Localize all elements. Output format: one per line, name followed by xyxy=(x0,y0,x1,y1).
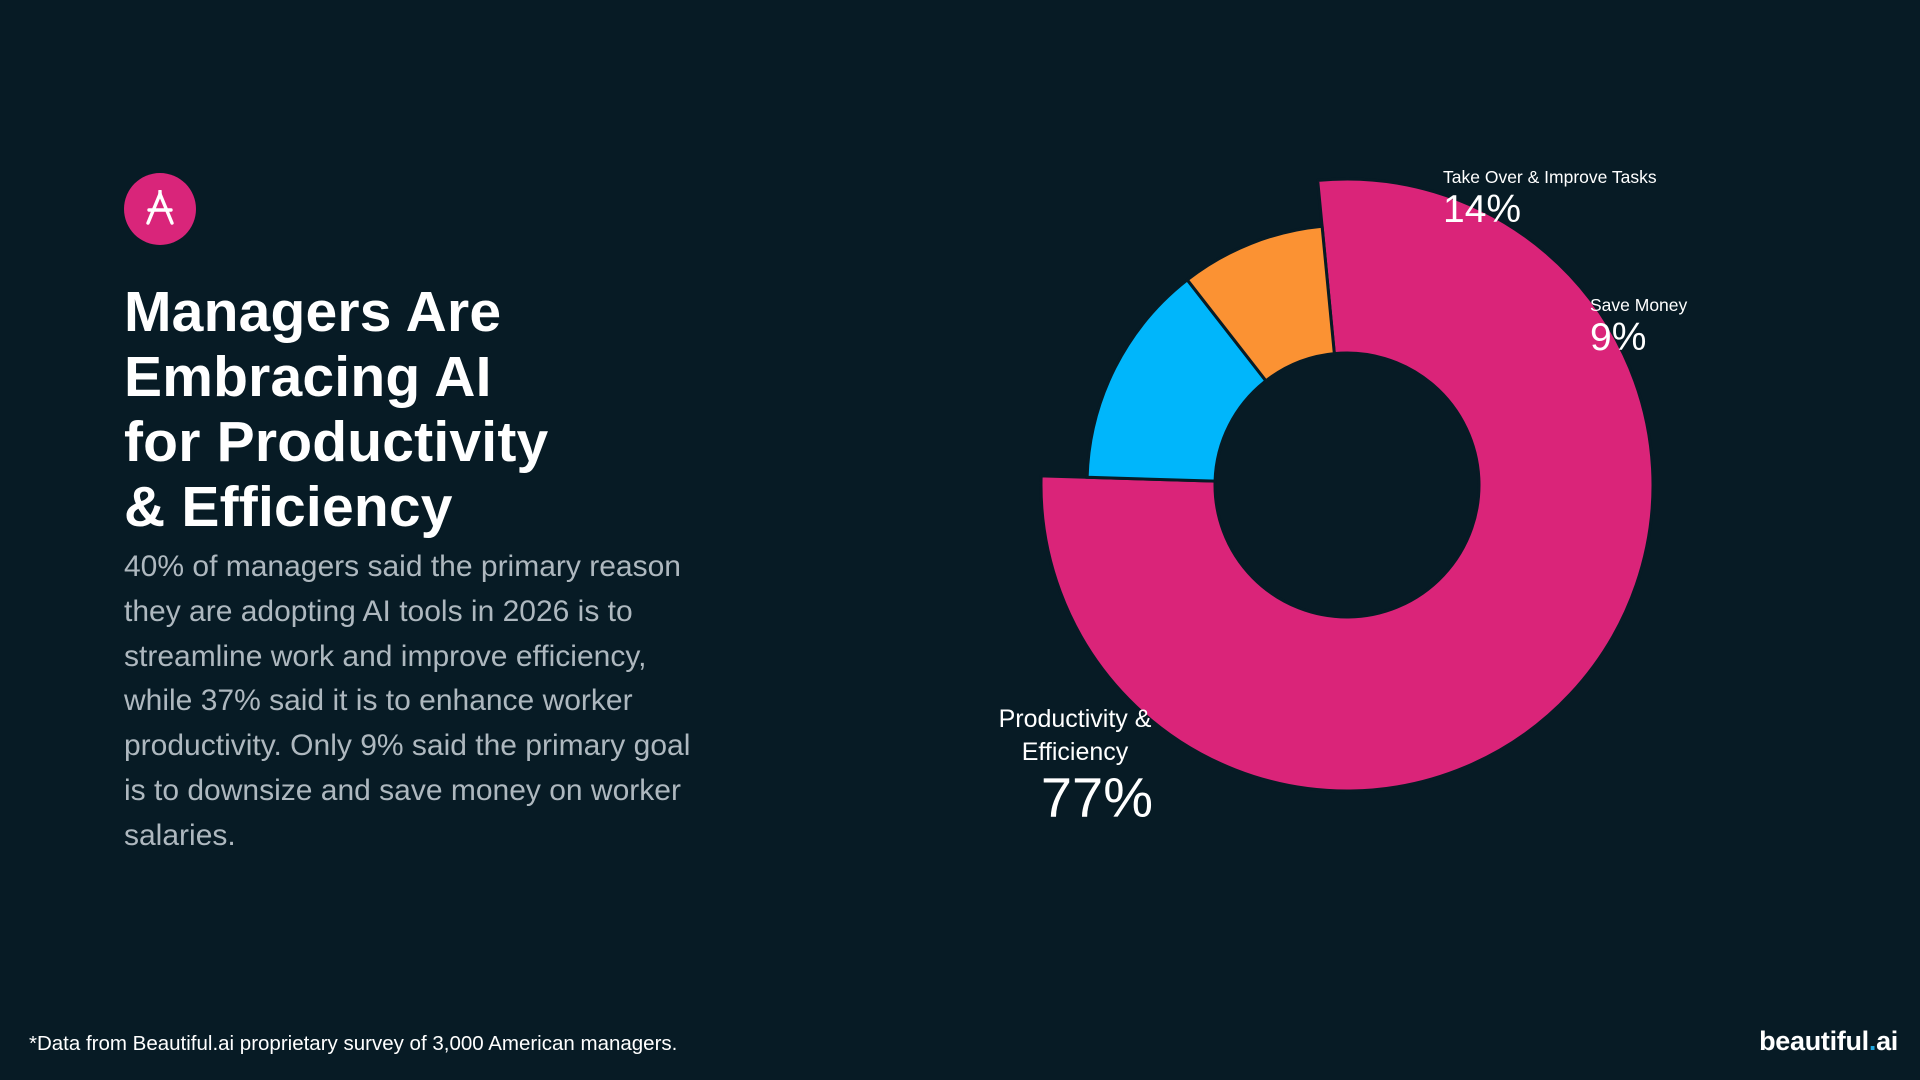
donut-slice-take-over-improve-tasks xyxy=(1085,277,1269,483)
logo-badge xyxy=(124,173,196,245)
body-line: is to downsize and save money on worker xyxy=(124,773,681,807)
title-line: & Efficiency xyxy=(124,475,453,539)
slide-body: 40% of managers said the primary reason … xyxy=(124,545,734,859)
body-line: while 37% said it is to enhance worker xyxy=(124,684,633,718)
title-line: Managers Are xyxy=(124,280,502,344)
brand-logo: beautiful.ai xyxy=(1759,1026,1898,1057)
footnote: *Data from Beautiful.ai proprietary surv… xyxy=(29,1032,678,1055)
body-line: streamline work and improve efficiency, xyxy=(124,639,647,673)
beautiful-ai-logo-icon xyxy=(146,190,174,225)
brand-name: beautiful xyxy=(1759,1026,1869,1056)
title-line: Embracing AI xyxy=(124,345,492,409)
brand-dot: . xyxy=(1868,1026,1877,1056)
slice-value-save-money: 9% xyxy=(1590,316,1646,359)
slice-label-productivity-efficiency: Productivity & Efficiency xyxy=(999,705,1152,766)
slice-value-take-over-improve-tasks: 14% xyxy=(1443,188,1521,231)
body-line: productivity. Only 9% said the primary g… xyxy=(124,729,691,763)
body-line: 40% of managers said the primary reason xyxy=(124,550,681,583)
slide-title: Managers Are Embracing AI for Productivi… xyxy=(124,280,764,540)
donut-slice-save-money xyxy=(1185,224,1336,383)
slice-label-save-money: Save Money xyxy=(1590,295,1688,315)
title-line: for Productivity xyxy=(124,410,549,474)
body-line: they are adopting AI tools in 2026 is to xyxy=(124,594,633,628)
slice-label-take-over-improve-tasks: Take Over & Improve Tasks xyxy=(1443,167,1657,187)
body-line: salaries. xyxy=(124,818,236,852)
brand-suffix: ai xyxy=(1876,1026,1898,1056)
slice-value-productivity-efficiency: 77% xyxy=(1041,765,1153,828)
donut-slice-productivity-efficiency xyxy=(1039,177,1655,793)
